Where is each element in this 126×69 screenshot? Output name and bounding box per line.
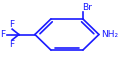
Text: F: F <box>1 30 6 39</box>
Text: F: F <box>10 20 15 29</box>
Text: Br: Br <box>82 3 92 12</box>
Text: NH₂: NH₂ <box>101 30 118 39</box>
Text: F: F <box>10 40 15 49</box>
